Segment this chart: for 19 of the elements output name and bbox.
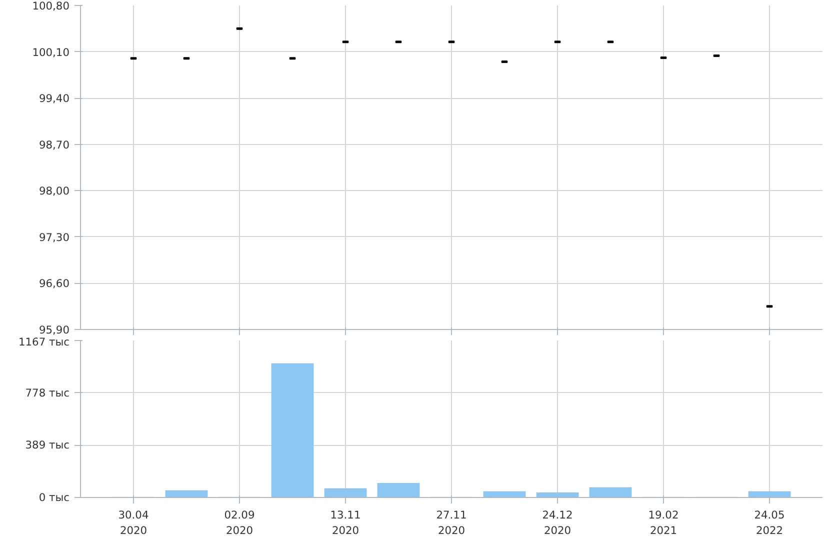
y-tick-label: 100,80 [32,0,70,12]
x-tick-label: 27.11 2020 [436,508,467,538]
y-tick-label: 778 тыс [25,386,70,400]
y-tick-label: 0 тыс [38,491,70,504]
x-tick-label: 24.05 2022 [754,508,785,538]
x-tick-label: 02.09 2020 [224,508,255,538]
y-tick-label: 389 тыс [25,438,70,452]
y-tick-label: 95,90 [38,324,70,336]
y-tick-label: 96,60 [38,277,70,290]
y-tick-label: 99,40 [38,92,70,106]
x-tick-label: 19.02 2021 [648,508,679,538]
x-tick-label: 24.12 2020 [542,508,573,538]
y-tick-label: 100,10 [32,46,70,59]
x-tick-label: 13.11 2020 [330,508,361,538]
y-tick-label: 98,00 [38,184,70,198]
y-tick-label: 1167 тыс [18,336,70,348]
y-tick-label: 97,30 [38,230,70,244]
x-tick-label: 30.04 2020 [118,508,149,538]
y-tick-label: 98,70 [38,138,70,152]
